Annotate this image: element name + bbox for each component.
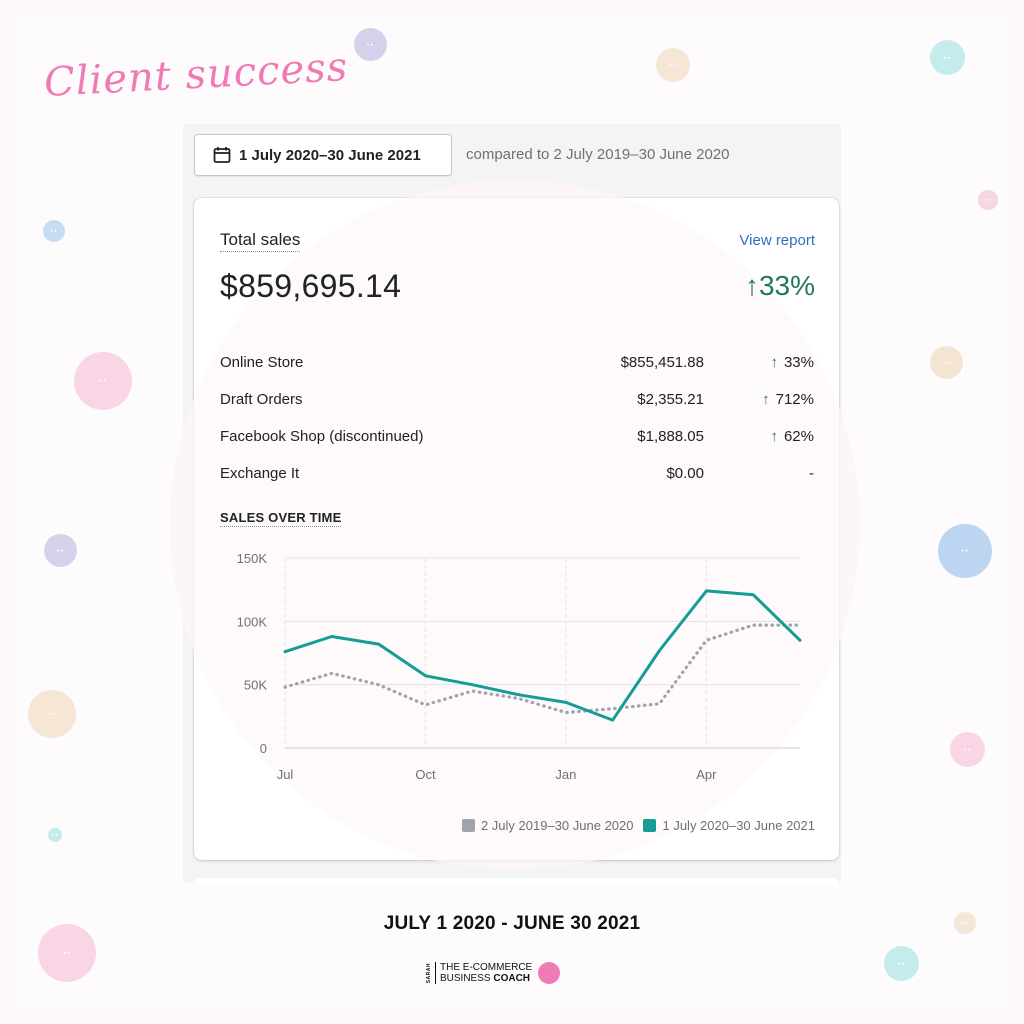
legend-item-current[interactable]: 1 July 2020–30 June 2021 xyxy=(643,818,815,833)
decor-dot xyxy=(950,732,985,767)
arrow-up-icon: ↑ xyxy=(770,354,778,371)
logo-small-text: SARAH xyxy=(426,962,432,984)
channel-amount: $855,451.88 xyxy=(620,354,704,371)
legend-swatch xyxy=(461,819,475,832)
channel-row: Draft Orders $2,355.21 ↑ 712% xyxy=(220,381,814,418)
total-change-value: 33% xyxy=(758,270,815,301)
next-card-edge xyxy=(194,878,839,884)
date-range-button[interactable]: 1 July 2020–30 June 2021 xyxy=(194,134,452,176)
channel-change-value: 712% xyxy=(775,391,814,408)
channel-amount: $0.00 xyxy=(666,465,704,482)
arrow-up-icon: ↑ xyxy=(762,391,770,408)
total-sales-card: Total sales View report $859,695.14 ↑33%… xyxy=(170,180,860,870)
decor-dot xyxy=(43,220,65,242)
sales-over-time-chart[interactable]: 0 50K 100K 150K Jul Oct Jan Apr xyxy=(194,198,839,808)
series-line-previous xyxy=(283,623,802,715)
legend-label: 2 July 2019–30 June 2020 xyxy=(480,818,634,833)
total-sales-label[interactable]: Total sales xyxy=(220,230,301,252)
channel-change: ↑ 33% xyxy=(704,354,814,371)
legend-item-previous[interactable]: 2 July 2019–30 June 2020 xyxy=(461,818,634,833)
channel-change-value: 33% xyxy=(783,354,814,371)
arrow-up-icon: ↑ xyxy=(744,270,759,301)
x-tick-label: Jan xyxy=(555,767,576,782)
logo-line-1: THE E-COMMERCE xyxy=(440,962,533,973)
channel-change: ↑ 62% xyxy=(704,428,814,445)
comparison-text: compared to 2 July 2019–30 June 2020 xyxy=(466,146,730,163)
channel-change: - xyxy=(704,465,814,482)
decor-dot xyxy=(938,524,992,578)
y-tick-label: 100K xyxy=(237,614,268,629)
channel-name: Online Store xyxy=(220,354,304,371)
legend-label: 1 July 2020–30 June 2021 xyxy=(662,818,815,833)
channel-amount: $2,355.21 xyxy=(637,391,704,408)
decor-dot xyxy=(954,912,976,934)
decor-dot xyxy=(930,40,965,75)
logo-divider xyxy=(435,962,436,984)
decor-dot xyxy=(884,946,919,981)
y-tick-label: 50K xyxy=(244,678,267,693)
decor-dot xyxy=(28,690,76,738)
y-tick-label: 0 xyxy=(260,741,267,756)
decor-dot xyxy=(978,190,998,210)
x-tick-label: Apr xyxy=(696,767,717,782)
logo-text: THE E-COMMERCE BUSINESS COACH xyxy=(440,962,532,984)
logo-dot xyxy=(538,962,561,984)
channel-name: Exchange It xyxy=(220,465,300,482)
footer-date-range: JULY 1 2020 - JUNE 30 2021 xyxy=(383,913,641,934)
channel-row: Facebook Shop (discontinued) $1,888.05 ↑… xyxy=(220,418,814,455)
decor-dot xyxy=(74,352,132,410)
calendar-icon xyxy=(213,147,231,163)
view-report-link[interactable]: View report xyxy=(739,232,815,249)
total-sales-change: ↑33% xyxy=(745,270,815,302)
x-tick-label: Oct xyxy=(415,767,436,782)
sales-over-time-label[interactable]: SALES OVER TIME xyxy=(220,510,342,527)
series-line-current xyxy=(283,589,802,722)
chart-legend: 2 July 2019–30 June 2020 1 July 2020–30 … xyxy=(452,818,815,833)
channel-change-value: - xyxy=(809,465,814,482)
decor-dot xyxy=(44,534,77,567)
decor-dot xyxy=(38,924,96,982)
channel-row: Exchange It $0.00 - xyxy=(220,455,814,492)
date-range-label: 1 July 2020–30 June 2021 xyxy=(239,146,421,164)
channel-change: ↑ 712% xyxy=(704,391,814,408)
logo-line-2a: BUSINESS xyxy=(440,973,494,984)
y-tick-label: 150K xyxy=(237,551,268,566)
sales-channel-list: Online Store $855,451.88 ↑ 33% Draft Orde… xyxy=(220,344,814,492)
brand-logo: SARAH THE E-COMMERCE BUSINESS COACH xyxy=(426,962,561,984)
legend-swatch xyxy=(643,819,657,832)
arrow-up-icon: ↑ xyxy=(770,428,778,445)
channel-name: Draft Orders xyxy=(220,391,303,408)
decor-dot xyxy=(354,28,387,61)
logo-line-2b: COACH xyxy=(493,973,531,984)
channel-amount: $1,888.05 xyxy=(637,428,704,445)
decor-dot xyxy=(930,346,963,379)
decor-dot xyxy=(656,48,690,82)
x-tick-label: Jul xyxy=(277,767,294,782)
total-sales-value: $859,695.14 xyxy=(220,268,402,304)
channel-row: Online Store $855,451.88 ↑ 33% xyxy=(220,344,814,381)
decor-dot xyxy=(48,828,62,842)
channel-change-value: 62% xyxy=(783,428,814,445)
channel-name: Facebook Shop (discontinued) xyxy=(220,428,424,445)
